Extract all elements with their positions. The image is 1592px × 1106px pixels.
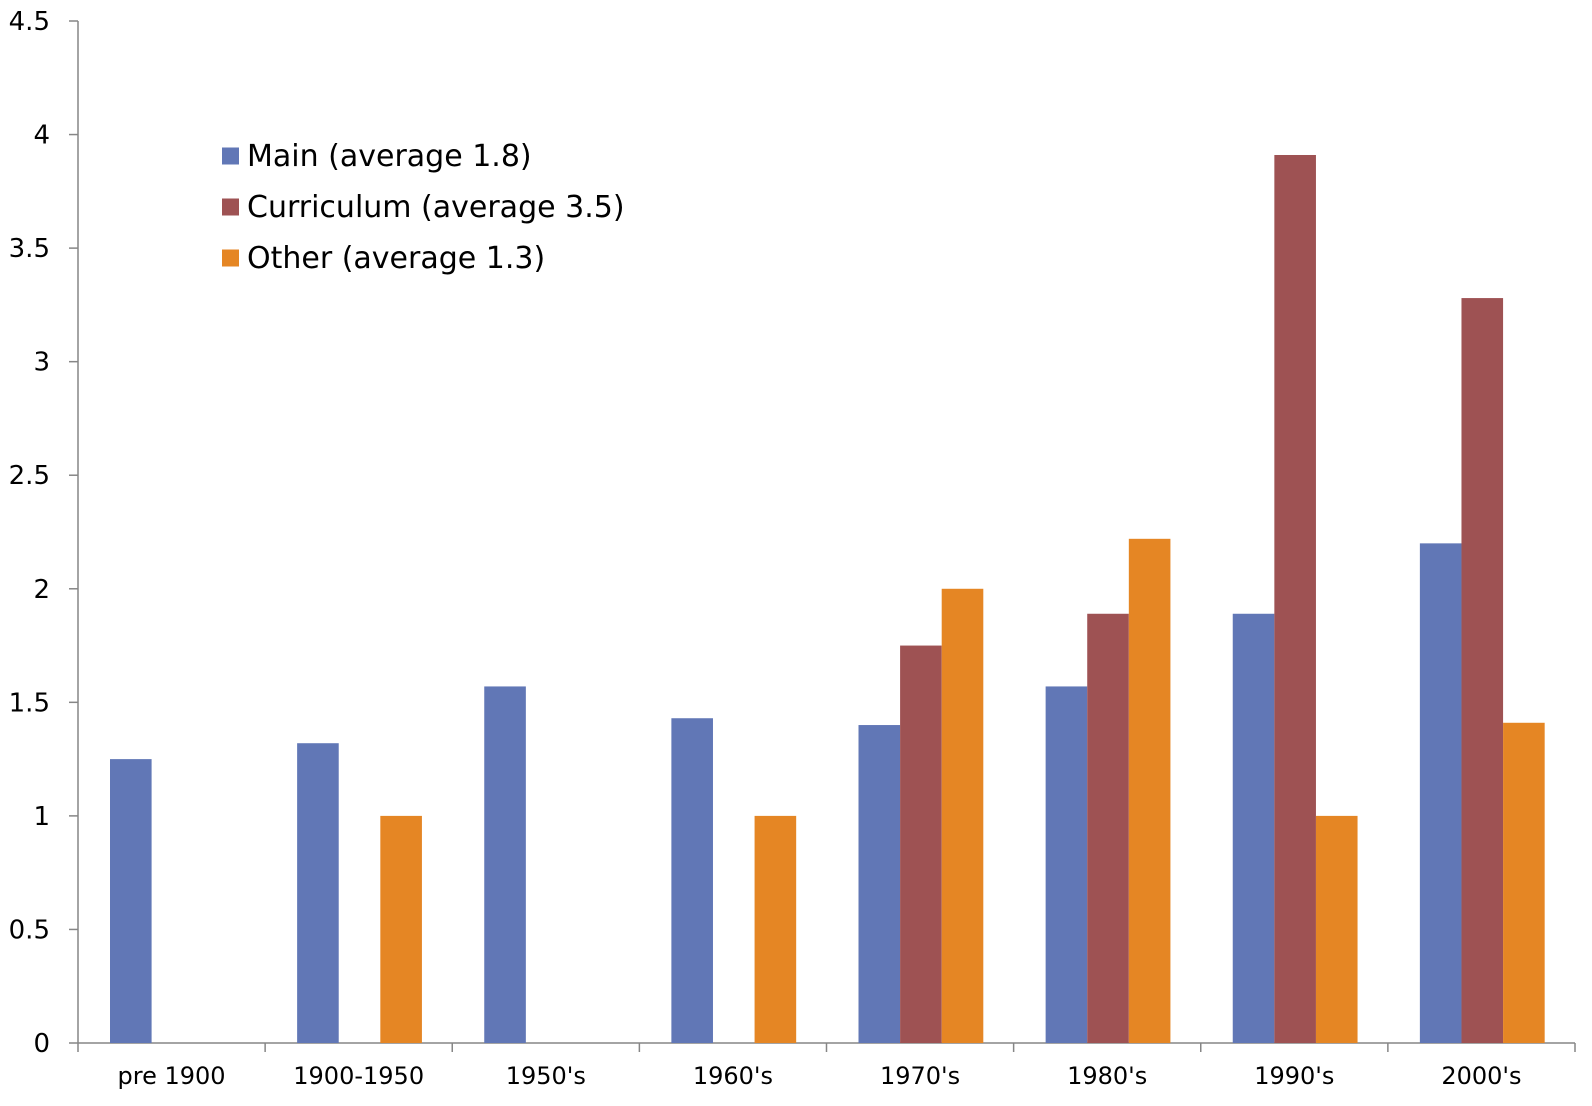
- y-tick-label: 1.5: [9, 688, 50, 718]
- bar-other: [941, 588, 984, 1043]
- y-tick-label: 3.5: [9, 234, 50, 264]
- bar-curriculum: [1087, 613, 1129, 1043]
- bar-main: [1045, 686, 1088, 1043]
- bar-curriculum: [1461, 298, 1504, 1043]
- x-tick-label: 2000's: [1441, 1062, 1521, 1090]
- labels-layer: 0 0.5 1 1.5 2 2.5 3 3.5 4 4.5 pre 1900 1900-1950 195…: [9, 7, 1522, 1090]
- bar-curriculum: [900, 645, 942, 1043]
- x-tick-label: 1990's: [1254, 1062, 1334, 1090]
- bar-other: [1503, 722, 1545, 1043]
- legend-label: Curriculum (average 3.5): [247, 190, 625, 225]
- legend-swatch: [222, 198, 239, 216]
- bar-main: [858, 725, 901, 1043]
- legend: Main (average 1.8) Curriculum (average 3.…: [222, 139, 625, 276]
- bar-other: [380, 815, 422, 1043]
- x-tick-label: pre 1900: [118, 1062, 226, 1090]
- legend-swatch: [222, 249, 239, 267]
- y-tick-label: 2.5: [9, 461, 50, 491]
- x-tick-label: 1980's: [1067, 1062, 1147, 1090]
- bar-main: [110, 759, 152, 1043]
- y-tick-label: 2: [33, 575, 50, 605]
- bar-main: [1419, 543, 1462, 1043]
- x-tick-label: 1900-1950: [293, 1062, 424, 1090]
- legend-label: Main (average 1.8): [247, 139, 532, 174]
- x-tick-label: 1970's: [880, 1062, 960, 1090]
- bar-curriculum: [1274, 154, 1316, 1044]
- x-tick-label: 1960's: [693, 1062, 773, 1090]
- y-tick-label: 0: [33, 1029, 50, 1059]
- y-tick-label: 4: [33, 121, 50, 151]
- bar-main: [297, 743, 339, 1043]
- y-tick-label: 4.5: [9, 7, 50, 37]
- y-tick-label: 1: [33, 802, 50, 832]
- bar-other: [754, 815, 797, 1043]
- bar-main: [671, 718, 713, 1043]
- x-tick-label: 1950's: [506, 1062, 586, 1090]
- bar-main: [1232, 613, 1275, 1043]
- bar-other: [1128, 538, 1171, 1043]
- y-tick-label: 3: [33, 348, 50, 378]
- legend-label: Other (average 1.3): [247, 241, 545, 276]
- bars-layer: [110, 154, 1545, 1044]
- bar-main: [484, 686, 526, 1043]
- legend-swatch: [222, 147, 239, 165]
- y-tick-label: 0.5: [9, 915, 50, 945]
- bar-other: [1315, 815, 1358, 1043]
